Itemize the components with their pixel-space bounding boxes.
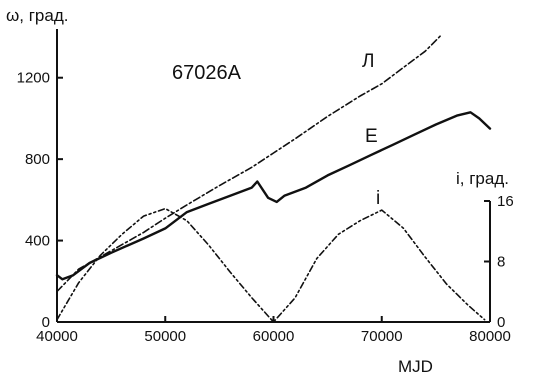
x-axis-label: MJD: [398, 357, 433, 376]
chart-title: 67026A: [172, 62, 242, 84]
x-tick-label-4: 80000: [469, 328, 511, 345]
series-label-e: E: [365, 126, 378, 147]
series-line-0: [56, 34, 443, 293]
series-line-1: [55, 111, 492, 281]
labels-layer: 67026A MJD ω, град. i, град. Л E i: [6, 6, 509, 376]
series-label-i: i: [376, 188, 380, 209]
x-tick-label-2: 60000: [253, 328, 295, 345]
right-y-tick-label-2: 16: [497, 193, 514, 210]
right-y-tick-label-0: 0: [497, 314, 505, 331]
x-tick-label-0: 40000: [36, 328, 78, 345]
left-y-tick-label-3: 1200: [17, 70, 50, 87]
left-y-tick-label-2: 800: [25, 151, 50, 168]
axes-layer: 0 400 800 1200 0 8 16 40000 50000 60000 70000 80000: [17, 29, 514, 345]
right-y-tick-label-1: 8: [497, 254, 505, 271]
left-y-tick-label-0: 0: [42, 314, 50, 331]
series-line-2: [56, 207, 486, 323]
left-y-axis-label: ω, град.: [6, 6, 68, 25]
left-y-tick-label-1: 400: [25, 233, 50, 250]
x-tick-label-1: 50000: [144, 328, 186, 345]
series-layer: [55, 34, 492, 323]
x-tick-label-3: 70000: [361, 328, 403, 345]
series-label-l: Л: [362, 51, 374, 72]
right-y-axis-label: i, град.: [456, 169, 509, 188]
